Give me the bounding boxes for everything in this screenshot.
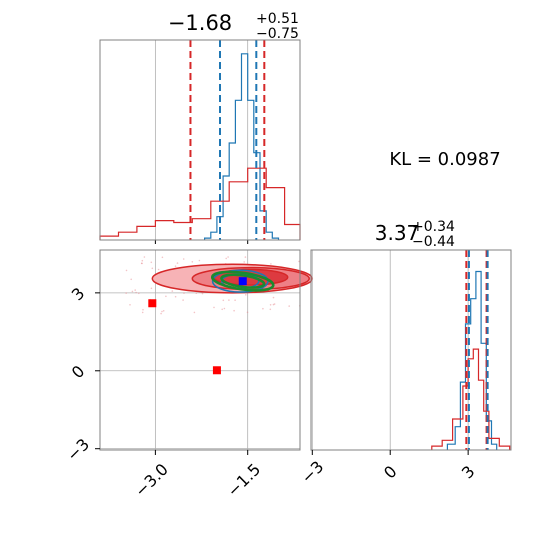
joint-marker-0 xyxy=(148,299,157,308)
joint-frame xyxy=(99,249,301,451)
joint-sample-point xyxy=(134,289,136,291)
joint-sample-point xyxy=(225,257,227,260)
joint-sample-point xyxy=(161,256,164,259)
joint-xtick-label: −3.0 xyxy=(131,460,172,501)
joint-sample-point xyxy=(193,311,196,314)
joint-sample-point xyxy=(140,262,143,265)
marginal-y-title: 3.37 xyxy=(375,221,420,245)
joint-sample-point xyxy=(142,308,144,311)
marginal-x-histogram-series-0 xyxy=(204,53,280,240)
joint-sample-point xyxy=(150,287,153,290)
joint-sample-point xyxy=(195,292,198,295)
joint-sample-point xyxy=(141,259,144,262)
marginal-y-histogram-series-1 xyxy=(431,348,511,450)
joint-sample-point xyxy=(171,290,174,292)
joint-sample-point xyxy=(213,306,215,309)
marginal-y-title-sup: +0.34 xyxy=(412,219,455,235)
joint-sample-point xyxy=(244,256,247,258)
joint-sample-point xyxy=(270,263,272,265)
marginal-x-panel: −1.68 +0.51 −0.75 xyxy=(99,11,301,244)
marginal-x-title-sup: +0.51 xyxy=(256,11,299,27)
joint-sample-point xyxy=(245,294,247,296)
joint-sample-point xyxy=(228,299,230,301)
joint-sample-point xyxy=(222,299,225,302)
joint-sample-point xyxy=(298,260,300,263)
joint-sample-point xyxy=(130,278,132,281)
joint-sample-point xyxy=(162,310,165,312)
joint-sample-point xyxy=(161,310,163,313)
marginal-y-xtick-label: −3 xyxy=(297,457,327,487)
joint-sample-point xyxy=(150,261,153,264)
joint-sample-point xyxy=(234,299,236,302)
joint-sample-point xyxy=(273,303,276,305)
joint-sample-point xyxy=(151,267,154,270)
joint-sample-point xyxy=(143,256,146,258)
joint-sample-point xyxy=(288,305,291,307)
joint-marker-2 xyxy=(238,277,247,286)
marginal-y-title-sub: −0.44 xyxy=(412,234,455,250)
marginal-x-title-sub: −0.75 xyxy=(256,26,299,42)
joint-sample-point xyxy=(269,308,272,311)
marginal-y-panel: 3.37 +0.34 −0.44 −3 0 3 xyxy=(297,219,512,487)
joint-sample-point xyxy=(191,261,194,263)
joint-xtick-label: −1.5 xyxy=(223,460,264,501)
joint-sample-point xyxy=(131,290,134,293)
joint-sample-point xyxy=(272,296,275,299)
joint-sample-point xyxy=(243,261,245,263)
kl-annotation: KL = 0.0987 xyxy=(389,149,500,170)
joint-ytick-label: −3 xyxy=(63,435,93,465)
joint-sample-point xyxy=(182,299,184,301)
marginal-x-frame xyxy=(99,39,301,241)
marginal-y-xtick-label: 3 xyxy=(458,462,479,483)
joint-sample-point xyxy=(223,307,226,310)
joint-sample-point xyxy=(269,304,272,306)
joint-sample-point xyxy=(157,268,160,271)
joint-sample-point xyxy=(198,259,201,262)
joint-sample-point xyxy=(125,269,128,272)
marginal-x-title: −1.68 xyxy=(168,11,232,35)
joint-sample-point xyxy=(135,291,137,294)
joint-sample-point xyxy=(201,292,204,295)
joint-sample-point xyxy=(138,292,140,295)
joint-sample-point xyxy=(141,311,144,314)
joint-ytick-label: 0 xyxy=(68,362,89,383)
joint-sample-point xyxy=(182,258,185,260)
joint-sample-point xyxy=(183,292,185,294)
marginal-y-histogram-series-0 xyxy=(446,270,498,450)
joint-sample-point xyxy=(233,309,235,312)
marginal-x-histogram-series-1 xyxy=(99,167,301,240)
joint-sample-point xyxy=(221,308,223,311)
joint-sample-point xyxy=(174,295,177,298)
marginal-y-xtick-label: 0 xyxy=(380,462,401,483)
joint-sample-point xyxy=(262,307,264,310)
marginal-y-frame xyxy=(310,249,512,451)
joint-sample-point xyxy=(227,256,229,258)
joint-sample-point xyxy=(125,292,127,294)
joint-sample-point xyxy=(246,311,249,314)
joint-sample-point xyxy=(176,262,179,264)
joint-ytick-label: 3 xyxy=(68,284,89,305)
joint-sample-point xyxy=(160,312,162,315)
green-contour-level-1 xyxy=(220,273,266,289)
joint-sample-point xyxy=(174,265,177,268)
joint-sample-point xyxy=(129,304,131,306)
green-contour-level-0 xyxy=(210,270,275,292)
joint-marker-1 xyxy=(212,366,221,375)
joint-sample-point xyxy=(165,295,167,298)
joint-panel: −3.0 −1.5 3 0 −3 xyxy=(63,249,314,501)
